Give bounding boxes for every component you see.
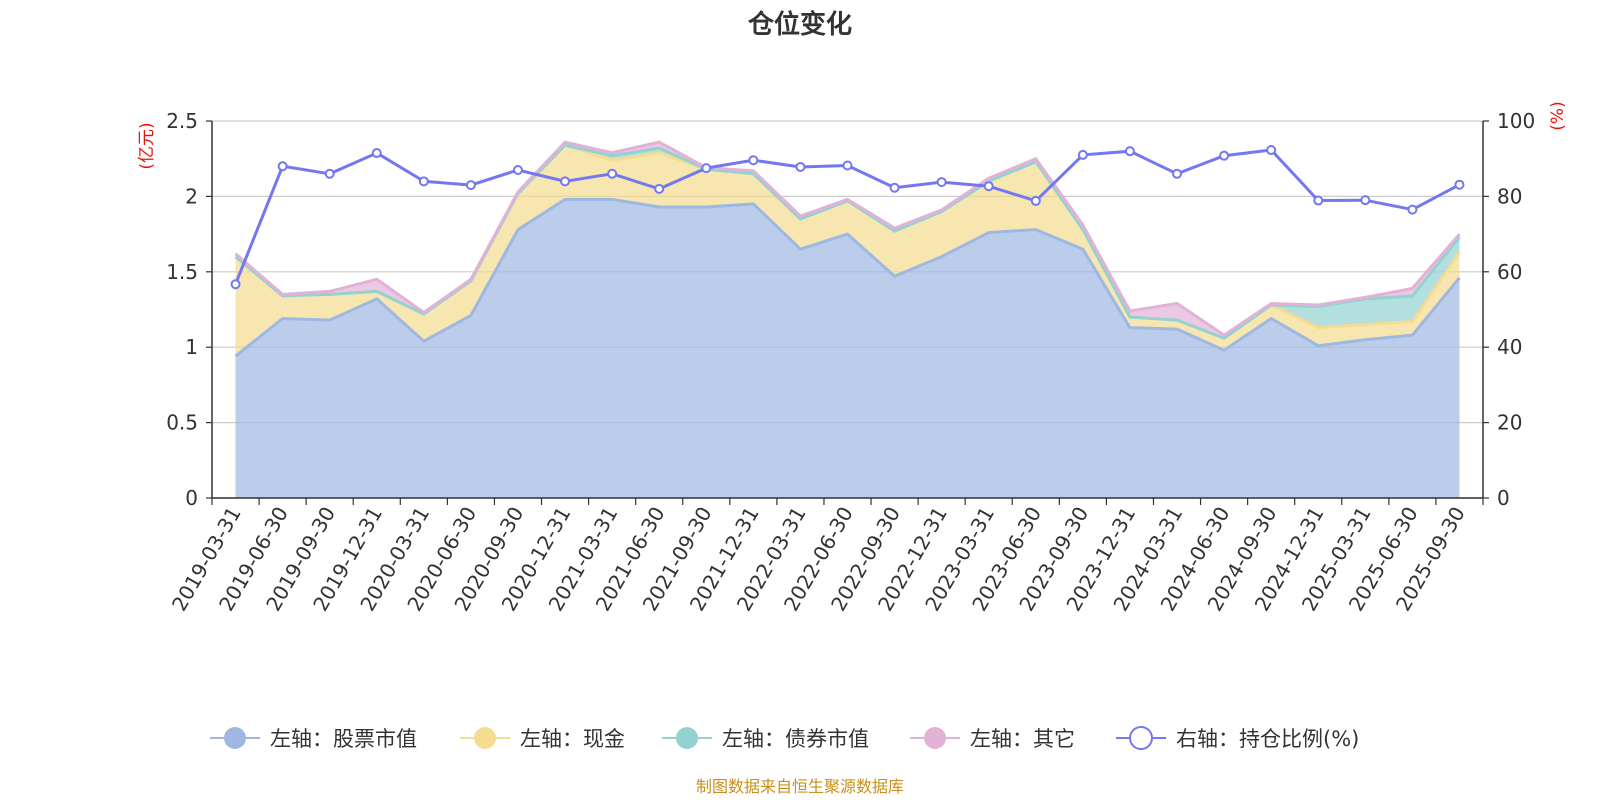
area-series	[234, 140, 1461, 498]
right-tick-label: 0	[1497, 486, 1510, 510]
legend-swatch-marker	[924, 727, 946, 749]
legend-swatch-marker	[474, 727, 496, 749]
ratio-point	[1030, 195, 1041, 206]
ratio-point	[983, 181, 994, 192]
ratio-point	[277, 161, 288, 172]
left-tick-label: 1.5	[166, 260, 198, 284]
ratio-point	[1124, 146, 1135, 157]
area-edge-line	[234, 140, 1461, 337]
ratio-point	[418, 176, 429, 187]
right-tick-label: 60	[1497, 260, 1522, 284]
ratio-point	[1172, 168, 1183, 179]
area-fill	[235, 145, 1460, 339]
left-tick-label: 0.5	[166, 411, 198, 435]
ratio-point	[795, 161, 806, 172]
legend-swatch-marker	[224, 727, 246, 749]
right-tick-label: 80	[1497, 184, 1522, 208]
area-fill	[235, 199, 1460, 498]
ratio-line-series	[230, 145, 1465, 290]
left-tick-label: 1	[185, 335, 198, 359]
source-note: 制图数据来自恒生聚源数据库	[696, 777, 904, 796]
ratio-point	[560, 176, 571, 187]
ratio-point	[1407, 204, 1418, 215]
ratio-point	[1360, 195, 1371, 206]
ratio-point	[748, 155, 759, 166]
ratio-point	[512, 165, 523, 176]
area-fill	[235, 145, 1460, 357]
ratio-point	[1219, 150, 1230, 161]
legend-swatch-marker	[1129, 726, 1153, 750]
ratio-point	[607, 168, 618, 179]
ratio-point	[1313, 195, 1324, 206]
ratio-point	[654, 183, 665, 194]
right-tick-label: 40	[1497, 335, 1522, 359]
legend-label: 左轴：债券市值	[722, 727, 869, 751]
legend-swatch-marker	[676, 727, 698, 749]
ratio-point	[1266, 145, 1277, 156]
left-tick-label: 2	[185, 184, 198, 208]
area-edge-line	[234, 197, 1461, 358]
legend: 左轴：股票市值 左轴：现金 左轴：债券市值 左轴：其它 右轴：持仓比例(%)	[210, 726, 1359, 751]
ratio-point	[230, 279, 241, 290]
ratio-point	[889, 182, 900, 193]
left-axis-unit: (亿元)	[137, 122, 157, 169]
chart-title: 仓位变化	[747, 9, 852, 40]
right-tick-label: 100	[1497, 109, 1535, 133]
legend-label: 左轴：股票市值	[270, 727, 417, 751]
ratio-point	[465, 180, 476, 191]
ratio-point	[1077, 149, 1088, 160]
ratio-point	[701, 163, 712, 174]
legend-label: 左轴：现金	[520, 727, 625, 751]
left-tick-label: 2.5	[166, 109, 198, 133]
ratio-point	[1454, 179, 1465, 190]
ratio-point	[936, 177, 947, 188]
right-tick-label: 20	[1497, 411, 1522, 435]
ratio-point	[324, 168, 335, 179]
left-tick-label: 0	[185, 486, 198, 510]
ratio-point	[842, 160, 853, 171]
legend-label: 左轴：其它	[970, 727, 1075, 751]
ratio-point	[371, 148, 382, 159]
legend-label: 右轴：持仓比例(%)	[1176, 727, 1359, 751]
right-axis-unit: (%)	[1548, 101, 1568, 130]
